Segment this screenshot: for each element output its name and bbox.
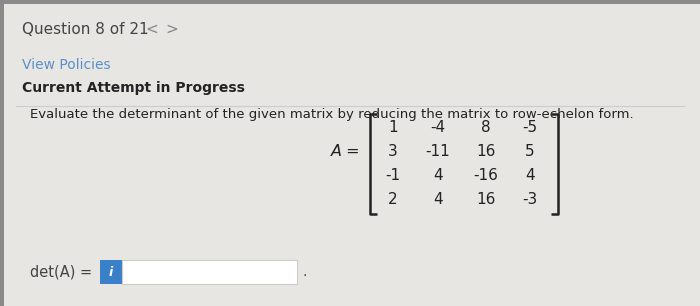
Bar xyxy=(0,0,700,4)
Text: -1: -1 xyxy=(386,169,400,184)
Text: det(A) =: det(A) = xyxy=(30,264,92,279)
Text: -5: -5 xyxy=(522,121,538,136)
Bar xyxy=(122,260,297,284)
Text: <: < xyxy=(145,22,158,37)
Text: -3: -3 xyxy=(522,192,538,207)
Text: 1: 1 xyxy=(389,121,398,136)
Text: 5: 5 xyxy=(525,144,535,159)
Text: View Policies: View Policies xyxy=(22,58,111,72)
Text: 4: 4 xyxy=(433,169,443,184)
Text: Question 8 of 21: Question 8 of 21 xyxy=(22,22,148,37)
Text: >: > xyxy=(165,22,178,37)
Text: 16: 16 xyxy=(476,192,496,207)
Bar xyxy=(100,260,122,284)
Text: 8: 8 xyxy=(481,121,491,136)
Text: Current Attempt in Progress: Current Attempt in Progress xyxy=(22,81,245,95)
Text: i: i xyxy=(109,266,113,278)
Text: 16: 16 xyxy=(476,144,496,159)
Text: -16: -16 xyxy=(474,169,498,184)
Text: 3: 3 xyxy=(388,144,398,159)
Text: -11: -11 xyxy=(426,144,450,159)
Text: .: . xyxy=(302,265,307,279)
Text: -4: -4 xyxy=(430,121,446,136)
Text: 2: 2 xyxy=(389,192,398,207)
Text: Evaluate the determinant of the given matrix by reducing the matrix to row-echel: Evaluate the determinant of the given ma… xyxy=(30,108,634,121)
Text: 4: 4 xyxy=(433,192,443,207)
Text: A =: A = xyxy=(330,144,360,159)
Bar xyxy=(0,0,4,306)
Text: 4: 4 xyxy=(525,169,535,184)
